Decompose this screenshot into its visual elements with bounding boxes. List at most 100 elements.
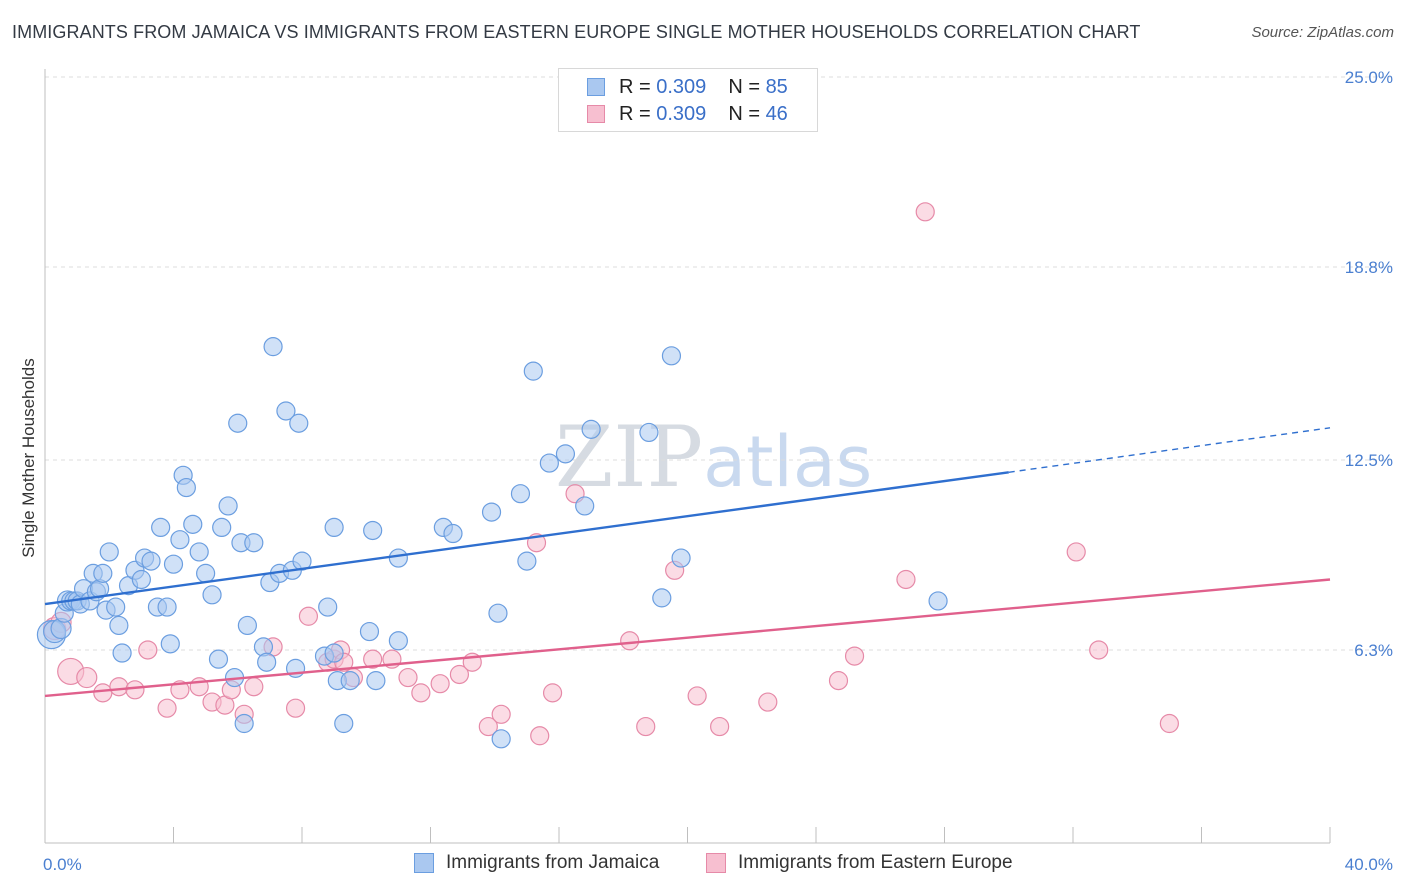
tick-labels: 6.3% 12.5% 18.8% 25.0% 0.0% 40.0% <box>43 68 1393 874</box>
data-point <box>758 692 778 712</box>
data-point <box>109 677 129 697</box>
data-point <box>517 551 537 571</box>
data-point <box>449 664 470 685</box>
data-point <box>828 671 849 691</box>
data-point <box>363 649 383 669</box>
data-point <box>138 640 158 660</box>
series-legend-jamaica: Immigrants from Jamaica <box>414 852 659 874</box>
data-point <box>398 667 418 688</box>
data-point <box>491 729 511 749</box>
trend-line-jamaica <box>44 471 1009 606</box>
data-point <box>289 413 309 433</box>
data-point <box>488 603 508 623</box>
legend-swatch-europe <box>587 105 605 123</box>
data-point <box>388 548 408 568</box>
legend-r-value: 0.309 <box>656 102 707 125</box>
data-point <box>276 401 296 421</box>
data-point <box>237 615 257 636</box>
data-point <box>163 554 184 574</box>
data-point <box>298 606 319 626</box>
legend-n-label: N = <box>728 102 760 125</box>
data-point <box>131 569 151 590</box>
trend-line-jamaica-extension <box>1008 427 1331 473</box>
y-axis-label: Single Mother Households <box>19 358 38 557</box>
data-point <box>539 453 559 473</box>
series-legend-swatch-jamaica <box>414 853 434 873</box>
data-point <box>491 704 511 724</box>
data-point <box>639 422 659 443</box>
data-point <box>636 716 656 737</box>
data-point <box>411 683 431 703</box>
axes <box>44 69 1331 844</box>
data-point <box>334 713 354 734</box>
y-tick-label: 18.8% <box>1345 258 1393 277</box>
data-point <box>661 346 682 366</box>
source-label: Source: ZipAtlas.com <box>1251 24 1394 41</box>
data-point <box>1066 542 1086 562</box>
data-point <box>218 496 238 516</box>
legend-n-label: N = <box>728 75 760 98</box>
data-point <box>478 716 498 737</box>
trend-line-europe <box>44 578 1331 698</box>
series-legend-label: Immigrants from Eastern Europe <box>738 852 1013 873</box>
data-point <box>208 649 229 669</box>
watermark-atlas: atlas <box>703 421 873 503</box>
data-point <box>324 643 344 663</box>
data-point <box>896 569 916 590</box>
data-point <box>157 597 177 617</box>
data-point <box>1159 713 1179 734</box>
data-point <box>510 484 531 504</box>
data-point <box>109 615 129 636</box>
series-legend-label: Immigrants from Jamaica <box>446 852 660 873</box>
data-point <box>234 713 254 734</box>
data-point <box>710 716 730 737</box>
data-point <box>196 563 216 583</box>
data-point <box>1089 640 1109 660</box>
legend-r-label: R = <box>619 75 651 98</box>
data-point <box>112 643 132 663</box>
data-point <box>652 588 672 608</box>
data-point <box>228 413 248 433</box>
data-point <box>481 502 502 522</box>
data-point <box>99 542 119 562</box>
data-point <box>141 551 161 571</box>
series-legend: Immigrants from Jamaica Immigrants from … <box>0 852 1406 878</box>
y-tick-label: 6.3% <box>1354 641 1393 660</box>
data-point <box>359 621 380 642</box>
legend-row-europe: R = 0.309 N = 46 <box>587 102 788 126</box>
data-point <box>555 444 576 464</box>
data-point <box>844 646 865 666</box>
gridlines <box>45 76 1392 651</box>
data-point <box>388 631 408 651</box>
data-point <box>176 477 196 498</box>
data-point <box>160 634 180 654</box>
series-legend-swatch-europe <box>706 853 726 873</box>
data-point <box>915 202 935 222</box>
data-point <box>324 517 344 538</box>
data-point <box>340 671 360 691</box>
data-point <box>151 517 171 538</box>
data-point <box>581 419 601 439</box>
data-point <box>244 533 264 553</box>
data-point <box>530 726 550 746</box>
data-point <box>106 597 126 617</box>
data-point <box>170 530 190 550</box>
data-point <box>318 597 338 617</box>
data-point <box>202 585 222 605</box>
series-jamaica <box>36 337 948 749</box>
data-point <box>575 496 595 516</box>
legend-n-value: 46 <box>765 102 788 125</box>
data-point <box>189 542 209 562</box>
legend-n-value: 85 <box>765 75 788 98</box>
y-tick-label: 25.0% <box>1345 68 1393 87</box>
data-point <box>292 551 312 571</box>
data-point <box>93 683 113 703</box>
data-point <box>157 698 177 718</box>
data-point <box>671 548 691 568</box>
data-point <box>263 337 283 357</box>
data-point <box>928 591 948 611</box>
y-tick-label: 12.5% <box>1345 451 1393 470</box>
data-point <box>93 563 113 583</box>
legend-swatch-jamaica <box>587 78 605 96</box>
